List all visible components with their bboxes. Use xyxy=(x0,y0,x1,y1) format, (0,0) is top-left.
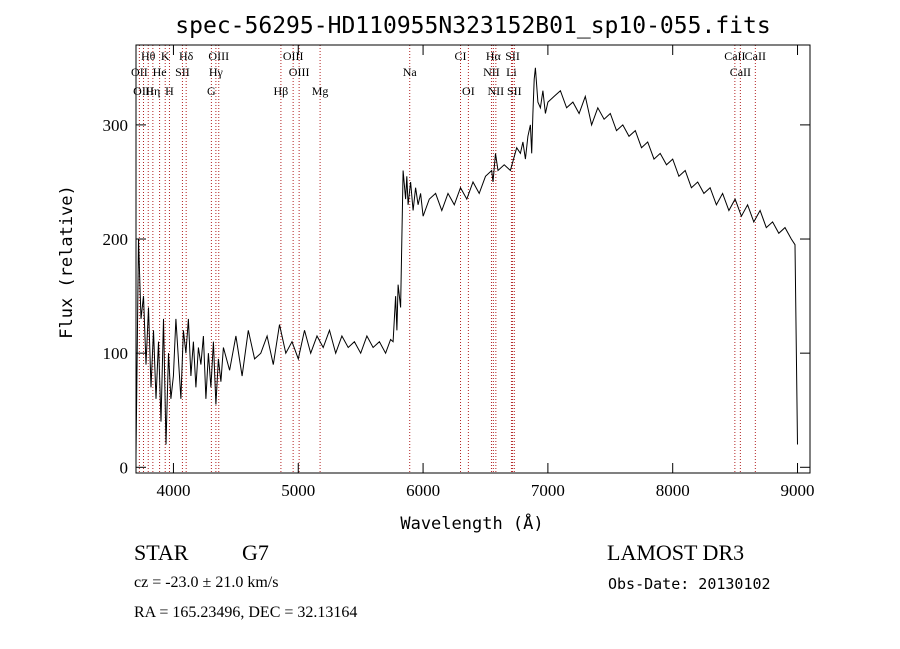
line-label: SII xyxy=(175,65,190,79)
line-label: Hγ xyxy=(209,65,224,79)
object-type: STAR xyxy=(134,540,189,565)
survey-name: LAMOST DR3 xyxy=(607,540,745,565)
line-label: Hθ xyxy=(141,49,156,63)
line-label: Hη xyxy=(145,84,160,98)
x-axis-label: Wavelength (Å) xyxy=(400,512,543,534)
line-label: He xyxy=(153,65,167,79)
y-tick-label: 100 xyxy=(103,344,129,363)
x-tick-label: 7000 xyxy=(531,481,565,500)
axis-ticks xyxy=(136,45,810,473)
obs-date: Obs-Date: 20130102 xyxy=(608,575,771,593)
spectral-line-markers xyxy=(138,45,756,473)
line-label: OII xyxy=(131,65,148,79)
x-tick-label: 5000 xyxy=(281,481,315,500)
line-label: CI xyxy=(455,49,467,63)
line-label: CaII xyxy=(724,49,745,63)
line-label: OIII xyxy=(289,65,310,79)
line-label: G xyxy=(207,84,216,98)
line-label: Hδ xyxy=(179,49,194,63)
line-label: SII xyxy=(507,84,522,98)
line-label: NII xyxy=(488,84,505,98)
line-label: Na xyxy=(403,65,418,79)
line-label: OIII xyxy=(283,49,304,63)
y-tick-label: 0 xyxy=(120,458,129,477)
line-label: NII xyxy=(483,65,500,79)
line-label: CaII xyxy=(745,49,766,63)
line-label: Li xyxy=(506,65,517,79)
line-label: OI xyxy=(462,84,475,98)
line-label: Hα xyxy=(486,49,502,63)
y-tick-label: 200 xyxy=(103,230,129,249)
y-axis-label: Flux (relative) xyxy=(57,185,77,339)
plot-frame xyxy=(135,44,811,474)
line-label: H xyxy=(165,84,174,98)
line-label: OIII xyxy=(133,84,154,98)
axis-tick-labels: 4000 5000 6000 7000 8000 9000 0 100 200 300 xyxy=(103,116,815,500)
y-tick-label: 300 xyxy=(103,116,129,135)
line-label: K xyxy=(161,49,170,63)
spectrum-line xyxy=(135,67,798,456)
spectral-subclass: G7 xyxy=(242,540,269,565)
line-label: SII xyxy=(505,49,520,63)
line-label: OIII xyxy=(208,49,229,63)
line-label: Mg xyxy=(312,84,329,98)
x-tick-label: 9000 xyxy=(781,481,815,500)
coordinates: RA = 165.23496, DEC = 32.13164 xyxy=(134,604,358,621)
x-tick-label: 6000 xyxy=(406,481,440,500)
line-label: Hβ xyxy=(274,84,289,98)
redshift-text: cz = -23.0 ± 21.0 km/s xyxy=(134,574,279,591)
chart-title: spec-56295-HD110955N323152B01_sp10-055.f… xyxy=(175,13,770,39)
x-tick-label: 4000 xyxy=(156,481,190,500)
x-tick-label: 8000 xyxy=(656,481,690,500)
line-label: CaII xyxy=(730,65,751,79)
